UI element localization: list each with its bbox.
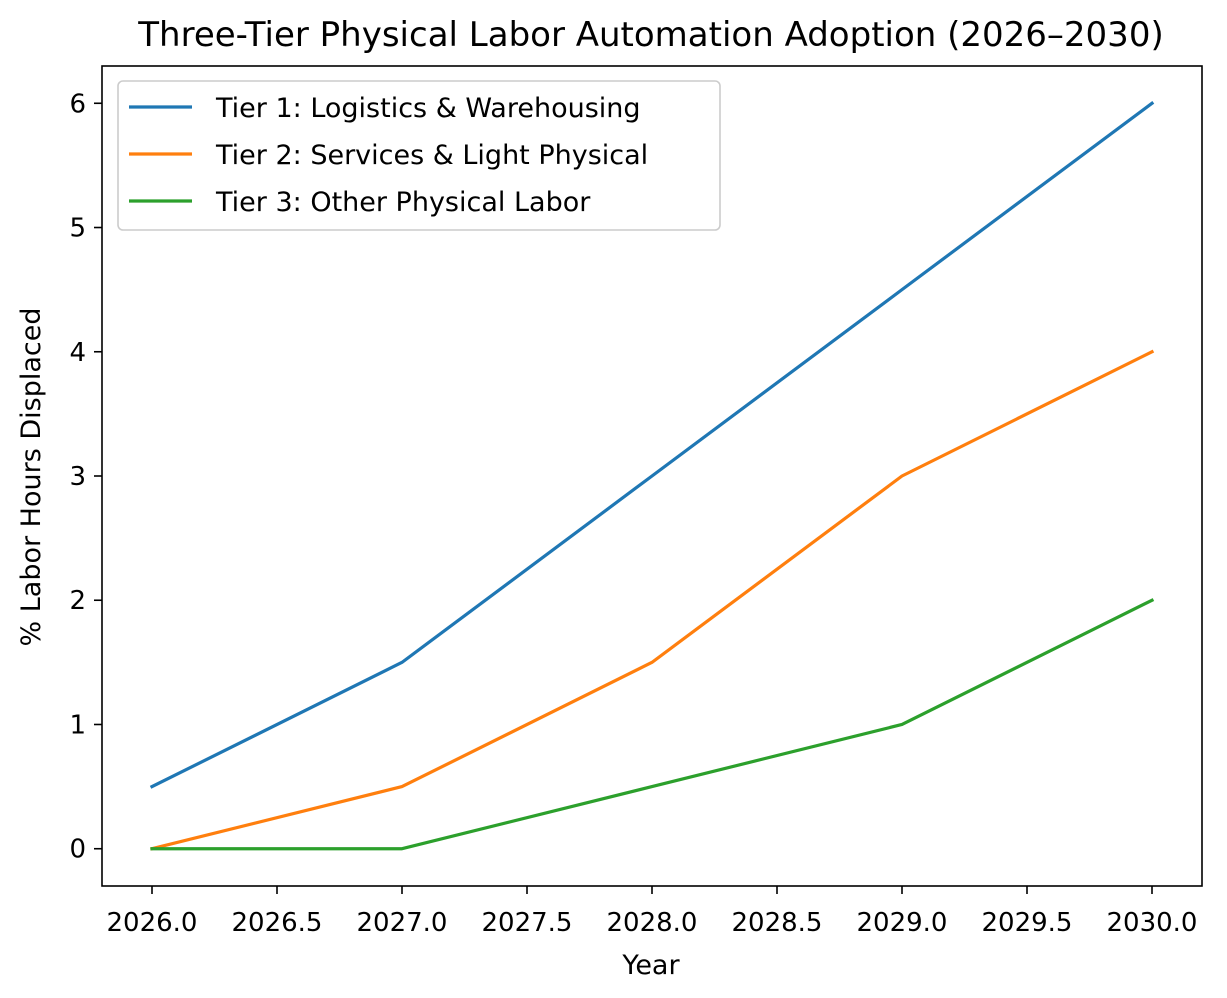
y-tick-label: 1 (69, 710, 86, 740)
y-tick-label: 5 (69, 214, 86, 244)
x-tick-label: 2030.0 (1107, 908, 1198, 938)
x-tick-label: 2026.5 (232, 908, 323, 938)
series-line-tier-2 (150, 349, 1155, 851)
chart-title: Three-Tier Physical Labor Automation Ado… (137, 15, 1163, 55)
y-tick-label: 2 (69, 586, 86, 616)
y-axis-label: % Labor Hours Displaced (16, 308, 47, 647)
y-tick-label: 0 (69, 835, 86, 865)
x-tick-label: 2027.5 (482, 908, 573, 938)
y-tick-label: 3 (69, 462, 86, 492)
x-tick-label: 2026.0 (107, 908, 198, 938)
series-line-tier-1 (149, 101, 1155, 789)
plot-frame (101, 65, 1203, 887)
x-tick-label: 2029.0 (857, 908, 948, 938)
x-axis-ticks: 2026.0 2026.5 2027.0 2027.5 2028.0 2028.5 2029… (107, 886, 1198, 938)
y-tick-label: 4 (69, 338, 86, 368)
x-tick-label: 2027.0 (357, 908, 448, 938)
legend: Tier 1: Logistics & Warehousing Tier 2: S… (117, 80, 721, 231)
x-tick-label: 2028.0 (607, 908, 698, 938)
y-axis-ticks: 0 1 2 3 4 5 6 (69, 89, 102, 865)
legend-label-tier-3: Tier 3: Other Physical Labor (215, 187, 591, 218)
y-tick-label: 6 (69, 89, 86, 119)
series-line-tier-3 (150, 598, 1155, 851)
legend-label-tier-2: Tier 2: Services & Light Physical (215, 140, 648, 171)
plot-area (149, 101, 1155, 851)
legend-label-tier-1: Tier 1: Logistics & Warehousing (215, 93, 641, 124)
legend-box (117, 80, 721, 231)
x-tick-label: 2028.5 (732, 908, 823, 938)
x-tick-label: 2029.5 (982, 908, 1073, 938)
x-axis-label: Year (621, 950, 680, 981)
